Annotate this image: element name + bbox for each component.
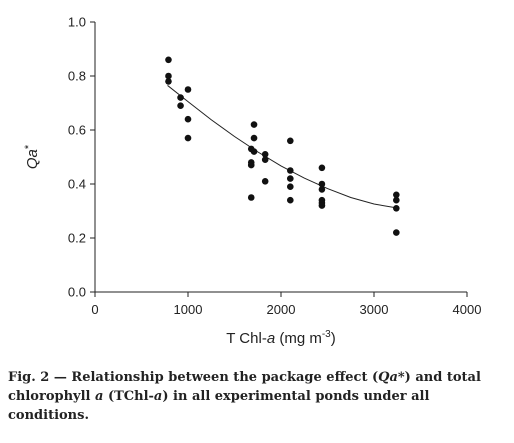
y-tick-label: 0.8 — [68, 69, 86, 84]
x-tick-label: 1000 — [174, 302, 203, 317]
caption-suffix: ) in all experimental ponds under all co… — [8, 389, 430, 423]
data-point — [247, 161, 255, 169]
data-point — [318, 202, 326, 209]
caption-qa: Qa — [378, 370, 398, 385]
plot-frame — [94, 22, 467, 293]
data-point — [165, 56, 172, 64]
data-point — [393, 196, 400, 204]
x-tick-label: 2000 — [267, 302, 296, 317]
y-tick-label: 1.0 — [68, 15, 86, 30]
data-point — [250, 121, 258, 128]
data-point — [287, 137, 294, 145]
caption-a: a — [95, 389, 104, 404]
data-point — [393, 229, 400, 236]
data-point — [261, 178, 269, 185]
data-points — [165, 56, 400, 236]
x-axis-label: T Chl-a (mg m-3) — [226, 329, 335, 347]
y-axis-label-italic: Qa — [24, 149, 41, 169]
data-point — [177, 94, 184, 101]
x-tick-label: 0 — [91, 302, 98, 317]
data-point — [393, 191, 400, 199]
y-tick-label: 0.4 — [68, 177, 86, 192]
data-point — [261, 156, 269, 163]
data-point — [165, 72, 172, 80]
x-axis-label-superscript: -3 — [322, 329, 331, 340]
x-axis-label-close: ) — [331, 330, 336, 347]
y-axis-label: Qa* — [23, 144, 41, 169]
trend-line — [167, 85, 398, 209]
data-point — [184, 134, 192, 142]
data-point — [287, 183, 294, 190]
data-point — [250, 134, 258, 142]
data-point — [165, 78, 172, 85]
data-point — [247, 194, 255, 201]
x-axis-label-italic: a — [267, 330, 275, 347]
data-point — [261, 151, 269, 158]
data-point — [287, 167, 294, 174]
x-axis-label-unit: (mg m — [275, 330, 322, 347]
data-point — [184, 115, 192, 123]
data-point — [393, 205, 400, 212]
caption-after-qa: *) and total chlorophyll — [8, 370, 481, 404]
y-tick-label: 0.2 — [68, 231, 86, 246]
data-point — [177, 102, 184, 109]
caption-mid: (TChl- — [103, 389, 154, 404]
y-axis-label-star: * — [23, 144, 35, 149]
caption-a2: a — [153, 389, 163, 404]
data-point — [318, 186, 326, 193]
data-point — [184, 86, 192, 93]
data-point — [287, 175, 294, 182]
y-axis-ticks: 0.0 0.2 0.4 0.6 0.8 1.0 — [68, 15, 95, 300]
x-tick-label: 4000 — [453, 302, 482, 317]
data-point — [250, 148, 258, 155]
y-tick-label: 0.6 — [68, 123, 86, 138]
data-point — [318, 164, 326, 172]
data-point — [287, 196, 294, 204]
x-tick-label: 3000 — [360, 302, 389, 317]
x-axis-label-prefix: T Chl- — [226, 330, 267, 347]
y-tick-label: 0.0 — [68, 285, 86, 300]
x-axis-ticks: 0 1000 2000 3000 4000 — [91, 292, 481, 317]
scatter-chart: 0.0 0.2 0.4 0.6 0.8 1.0 0 1000 2000 3000 4000 T C… — [23, 15, 481, 348]
data-point — [318, 180, 326, 188]
figure-caption: Fig. 2 — Relationship between the packag… — [8, 368, 508, 425]
caption-prefix: Fig. 2 — Relationship between the packag… — [8, 370, 379, 385]
